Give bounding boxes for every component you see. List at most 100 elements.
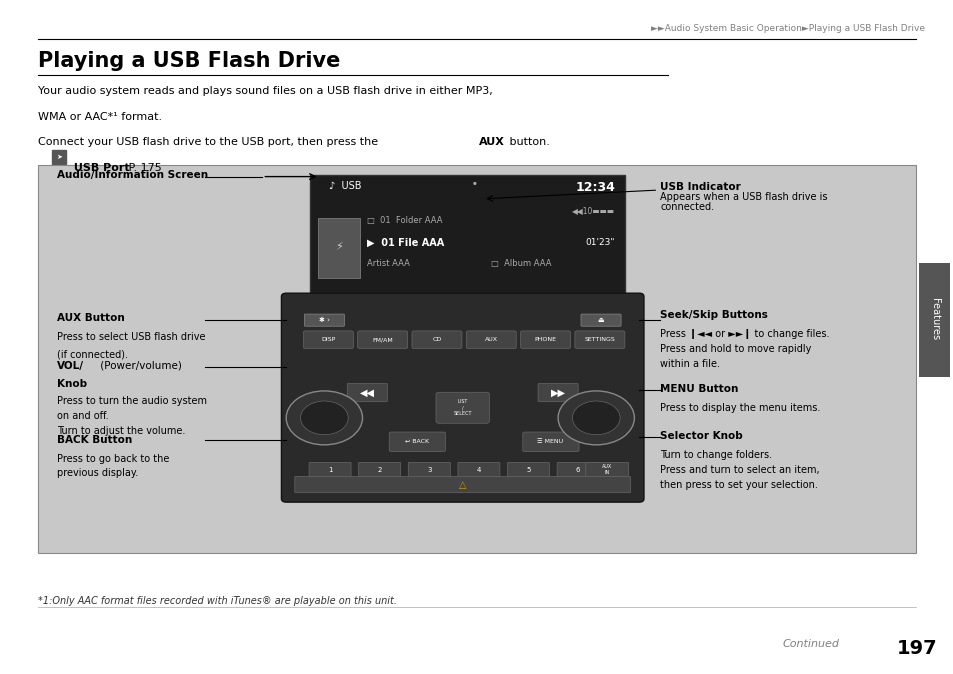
Text: USB Indicator: USB Indicator xyxy=(659,182,740,192)
Circle shape xyxy=(572,401,619,435)
Text: VOL/: VOL/ xyxy=(57,361,84,371)
Text: △: △ xyxy=(458,480,466,489)
FancyBboxPatch shape xyxy=(358,462,400,477)
FancyBboxPatch shape xyxy=(520,331,570,348)
Text: 6: 6 xyxy=(576,467,579,472)
Text: SETTINGS: SETTINGS xyxy=(584,337,615,342)
FancyBboxPatch shape xyxy=(294,477,630,493)
FancyBboxPatch shape xyxy=(389,432,445,452)
Text: Press to display the menu items.: Press to display the menu items. xyxy=(659,403,820,413)
Text: Turn to adjust the volume.: Turn to adjust the volume. xyxy=(57,426,186,436)
Text: within a file.: within a file. xyxy=(659,359,720,369)
FancyBboxPatch shape xyxy=(436,392,489,423)
FancyBboxPatch shape xyxy=(309,462,351,477)
Text: Audio/Information Screen: Audio/Information Screen xyxy=(57,171,208,180)
Text: ♪  USB: ♪ USB xyxy=(329,181,361,191)
Text: Appears when a USB flash drive is: Appears when a USB flash drive is xyxy=(659,192,827,202)
Text: AUX
IN: AUX IN xyxy=(601,464,611,475)
Text: 5: 5 xyxy=(526,467,530,472)
Text: 12:34: 12:34 xyxy=(575,181,615,193)
FancyBboxPatch shape xyxy=(412,331,461,348)
FancyBboxPatch shape xyxy=(537,384,578,402)
Text: *1:Only AAC format files recorded with iTunes® are playable on this unit.: *1:Only AAC format files recorded with i… xyxy=(38,596,396,607)
Text: ►►Audio System Basic Operation►Playing a USB Flash Drive: ►►Audio System Basic Operation►Playing a… xyxy=(651,24,924,32)
Text: (if connected).: (if connected). xyxy=(57,349,128,359)
Text: ✱ ›: ✱ › xyxy=(318,317,330,323)
Text: Press and hold to move rapidly: Press and hold to move rapidly xyxy=(659,344,811,354)
Text: USB Port: USB Port xyxy=(70,163,130,173)
Text: Press to select USB flash drive: Press to select USB flash drive xyxy=(57,332,206,342)
Circle shape xyxy=(558,391,634,445)
Circle shape xyxy=(286,391,362,445)
Text: WMA or AAC*¹ format.: WMA or AAC*¹ format. xyxy=(38,112,162,122)
Text: AUX Button: AUX Button xyxy=(57,313,125,324)
Text: Connect your USB flash drive to the USB port, then press the: Connect your USB flash drive to the USB … xyxy=(38,137,381,148)
Text: 4: 4 xyxy=(476,467,480,472)
Text: 2: 2 xyxy=(377,467,381,472)
Text: 197: 197 xyxy=(896,639,937,658)
Text: ➤: ➤ xyxy=(56,154,62,160)
Text: Press to turn the audio system: Press to turn the audio system xyxy=(57,396,207,406)
Text: CD: CD xyxy=(432,337,441,342)
Text: Seek/Skip Buttons: Seek/Skip Buttons xyxy=(659,310,767,320)
FancyBboxPatch shape xyxy=(408,462,450,477)
Text: FM/AM: FM/AM xyxy=(372,337,393,342)
Text: 01'23": 01'23" xyxy=(585,238,615,247)
Text: Turn to change folders.: Turn to change folders. xyxy=(659,450,772,460)
Text: on and off.: on and off. xyxy=(57,411,109,421)
Text: Features: Features xyxy=(929,298,939,340)
FancyBboxPatch shape xyxy=(310,175,624,293)
Text: Artist AAA: Artist AAA xyxy=(367,259,410,268)
Text: previous display.: previous display. xyxy=(57,468,138,479)
Text: Selector Knob: Selector Knob xyxy=(659,431,742,441)
Text: P. 175: P. 175 xyxy=(125,163,162,173)
Text: Your audio system reads and plays sound files on a USB flash drive in either MP3: Your audio system reads and plays sound … xyxy=(38,86,493,96)
Text: Press and turn to select an item,: Press and turn to select an item, xyxy=(659,465,819,475)
FancyBboxPatch shape xyxy=(357,331,407,348)
Text: Playing a USB Flash Drive: Playing a USB Flash Drive xyxy=(38,51,340,71)
FancyBboxPatch shape xyxy=(38,165,915,553)
FancyBboxPatch shape xyxy=(317,218,359,278)
FancyBboxPatch shape xyxy=(347,384,387,402)
Text: Knob: Knob xyxy=(57,379,88,390)
Text: Continued: Continued xyxy=(781,639,839,649)
Text: □  01  Folder AAA: □ 01 Folder AAA xyxy=(367,216,442,224)
Text: ☰ MENU: ☰ MENU xyxy=(537,439,563,444)
FancyBboxPatch shape xyxy=(304,314,344,326)
FancyBboxPatch shape xyxy=(281,293,643,502)
Text: LIST
/
SELECT: LIST / SELECT xyxy=(453,400,472,416)
Text: 1: 1 xyxy=(328,467,332,472)
FancyBboxPatch shape xyxy=(580,314,620,326)
Text: (Power/volume): (Power/volume) xyxy=(97,361,182,371)
Text: ⚡: ⚡ xyxy=(335,243,342,252)
Circle shape xyxy=(300,401,348,435)
Text: 3: 3 xyxy=(427,467,431,472)
FancyBboxPatch shape xyxy=(575,331,624,348)
Text: ⏏: ⏏ xyxy=(598,317,603,323)
Text: connected.: connected. xyxy=(659,202,714,212)
FancyBboxPatch shape xyxy=(457,462,499,477)
Text: ▶▶: ▶▶ xyxy=(550,388,565,397)
Text: ↩ BACK: ↩ BACK xyxy=(404,439,429,444)
FancyBboxPatch shape xyxy=(557,462,598,477)
FancyBboxPatch shape xyxy=(51,150,66,165)
Text: ◀◀: ◀◀ xyxy=(359,388,375,397)
Text: PHONE: PHONE xyxy=(534,337,556,342)
Text: BACK Button: BACK Button xyxy=(57,435,132,445)
Text: then press to set your selection.: then press to set your selection. xyxy=(659,480,817,490)
Text: MENU Button: MENU Button xyxy=(659,384,738,394)
Text: ◀◀10▬▬▬: ◀◀10▬▬▬ xyxy=(572,206,615,214)
Text: □  Album AAA: □ Album AAA xyxy=(491,259,551,268)
FancyBboxPatch shape xyxy=(918,263,949,377)
Text: button.: button. xyxy=(505,137,549,148)
Text: DISP: DISP xyxy=(321,337,335,342)
FancyBboxPatch shape xyxy=(466,331,516,348)
Text: AUX: AUX xyxy=(484,337,497,342)
Text: Press ❙◄◄ or ►►❙ to change files.: Press ❙◄◄ or ►►❙ to change files. xyxy=(659,329,829,339)
FancyBboxPatch shape xyxy=(303,331,353,348)
Text: Press to go back to the: Press to go back to the xyxy=(57,454,170,464)
Text: ▶  01 File AAA: ▶ 01 File AAA xyxy=(367,238,444,248)
FancyBboxPatch shape xyxy=(522,432,578,452)
Text: ⚫: ⚫ xyxy=(472,181,477,187)
FancyBboxPatch shape xyxy=(507,462,549,477)
